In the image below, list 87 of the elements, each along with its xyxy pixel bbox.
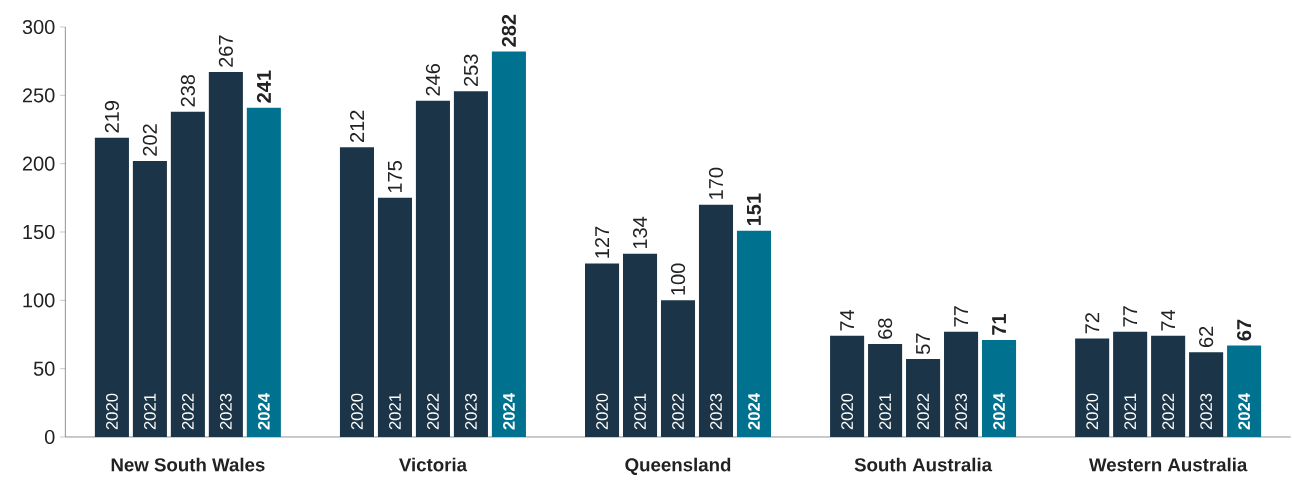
text: 2022 (672, 393, 684, 430)
bar (736, 230, 772, 437)
bar (170, 111, 205, 437)
text: 2022 (917, 393, 929, 430)
data-label: 134 (632, 216, 648, 249)
text: 2023 (1200, 393, 1213, 430)
data-label: 151 (747, 193, 761, 226)
x-tick-label: Queensland (625, 457, 731, 475)
y-tick-label: 300 (22, 19, 55, 35)
bar (585, 263, 620, 437)
data-label: 267 (218, 35, 233, 67)
bar (415, 100, 450, 437)
bar (339, 147, 374, 437)
series-label: 2024 (257, 393, 270, 430)
data-label: 238 (180, 74, 195, 107)
series-label: 2022 (181, 393, 194, 430)
series-label: 2020 (106, 393, 118, 430)
bar (94, 137, 129, 437)
bar (698, 204, 734, 437)
text: 2024 (1238, 393, 1251, 430)
bar (1227, 345, 1262, 437)
bar (830, 335, 865, 437)
x-tick-label: South Australia (854, 457, 993, 472)
bar (1151, 335, 1186, 437)
bar (246, 107, 281, 437)
series-label: 2021 (144, 393, 156, 430)
bar (491, 51, 526, 437)
data-label: 282 (501, 14, 516, 47)
bar (132, 160, 167, 437)
data-label: 127 (595, 226, 610, 258)
data-label: 57 (916, 333, 931, 355)
text: 2022 (1162, 393, 1175, 430)
text: 2024 (993, 393, 1005, 430)
bar (208, 72, 243, 437)
bar (868, 344, 903, 437)
text: 2020 (1086, 393, 1099, 430)
text: 2023 (465, 393, 477, 430)
text: 2020 (596, 393, 608, 430)
x-tick-label: New South Wales (111, 457, 265, 472)
bar (944, 331, 979, 437)
bar (1189, 352, 1224, 437)
y-tick-label: 200 (22, 156, 55, 171)
data-label: 72 (1085, 313, 1100, 334)
data-label: 68 (878, 318, 893, 339)
bar (453, 91, 488, 437)
y-tick-label: 100 (23, 293, 55, 308)
text: 2023 (955, 393, 967, 430)
data-label: 253 (463, 54, 478, 86)
data-label: 202 (142, 124, 157, 156)
data-label: 77 (954, 306, 968, 327)
data-label: 170 (708, 167, 724, 199)
x-tick-label: Victoria (399, 457, 468, 472)
data-label: 212 (349, 110, 364, 142)
text: 2024 (748, 393, 760, 430)
text: 2021 (1124, 393, 1137, 430)
text: 2021 (879, 393, 891, 430)
bar (1113, 331, 1148, 437)
y-tick-label: 0 (44, 429, 55, 445)
bar (377, 197, 412, 437)
series-label: 2023 (219, 393, 232, 430)
data-label: 74 (840, 309, 854, 331)
text: 2024 (503, 393, 515, 430)
data-label: 71 (992, 314, 1006, 335)
text: 2021 (634, 393, 646, 430)
x-tick-label: Western Australia (1088, 457, 1248, 472)
text: 2023 (710, 393, 722, 430)
data-label: 77 (1123, 306, 1138, 327)
data-label: 241 (256, 70, 271, 103)
y-tick-label: 50 (33, 361, 55, 376)
data-label: 74 (1161, 309, 1176, 331)
data-label: 246 (425, 64, 441, 96)
bar (660, 300, 696, 437)
text: 2020 (351, 393, 363, 430)
text: 2021 (389, 393, 401, 430)
y-tick-label: 150 (23, 224, 55, 240)
bar (622, 253, 658, 437)
data-label: 175 (387, 161, 402, 193)
bar (982, 339, 1017, 437)
data-label: 219 (104, 101, 119, 133)
bar (1075, 338, 1110, 437)
y-tick-label: 250 (22, 88, 55, 103)
text: 2022 (427, 393, 439, 430)
text: 2020 (841, 393, 853, 430)
data-label: 100 (670, 263, 686, 295)
bar (906, 359, 941, 437)
data-label: 62 (1199, 326, 1214, 347)
data-label: 67 (1237, 319, 1252, 341)
